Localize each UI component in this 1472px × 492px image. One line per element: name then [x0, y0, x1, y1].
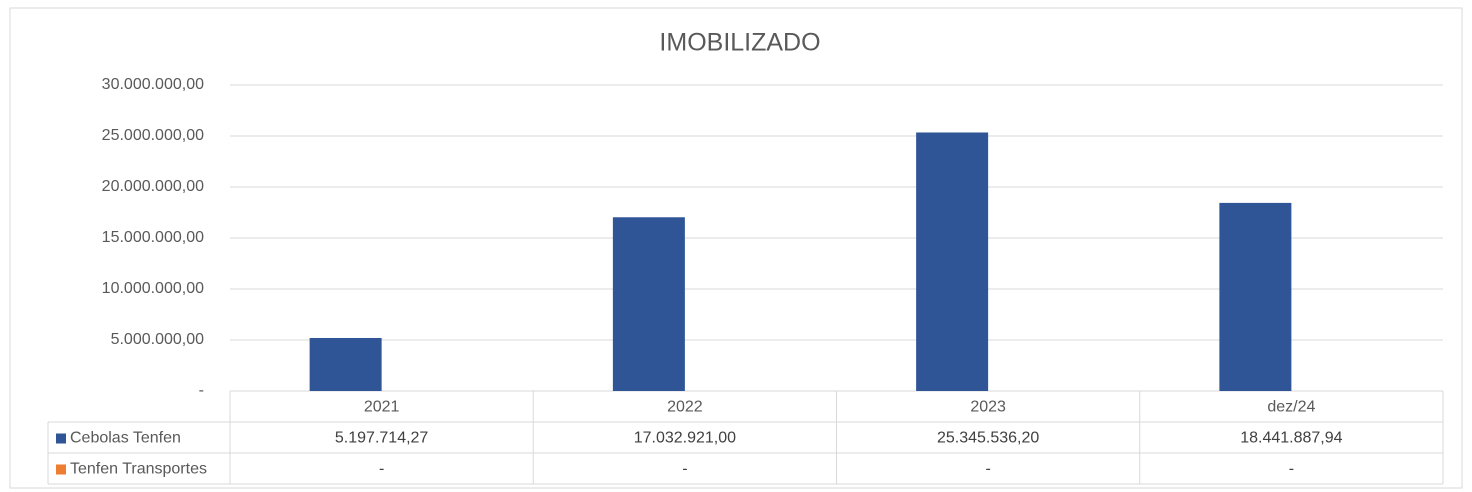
- chart-title: IMOBILIZADO: [659, 29, 820, 57]
- y-tick-label: 5.000.000,00: [111, 331, 205, 348]
- legend-swatch: [56, 464, 66, 475]
- value-label: -: [1289, 461, 1294, 478]
- value-label: 18.441.887,94: [1240, 430, 1342, 447]
- value-label: -: [682, 461, 687, 478]
- bar: [1219, 202, 1292, 391]
- y-tick-label: 25.000.000,00: [102, 127, 204, 144]
- value-label: 17.032.921,00: [634, 430, 736, 447]
- value-label: 5.197.714,27: [335, 430, 429, 447]
- x-tick-label: dez/24: [1267, 399, 1315, 416]
- legend-label: Tenfen Transportes: [70, 461, 207, 478]
- value-label: 25.345.536,20: [937, 430, 1039, 447]
- bar: [612, 217, 685, 391]
- legend-swatch: [56, 433, 66, 444]
- y-tick-label: 15.000.000,00: [102, 229, 204, 246]
- y-tick-label: -: [199, 382, 204, 399]
- bar: [309, 337, 382, 391]
- x-tick-label: 2023: [970, 399, 1006, 416]
- y-tick-label: 10.000.000,00: [102, 280, 204, 297]
- x-tick-label: 2021: [364, 399, 400, 416]
- legend-label: Cebolas Tenfen: [70, 430, 181, 447]
- bar: [916, 132, 989, 391]
- y-tick-label: 30.000.000,00: [102, 76, 204, 93]
- x-tick-label: 2022: [667, 399, 703, 416]
- value-label: -: [985, 461, 990, 478]
- value-label: -: [379, 461, 384, 478]
- y-tick-label: 20.000.000,00: [102, 178, 204, 195]
